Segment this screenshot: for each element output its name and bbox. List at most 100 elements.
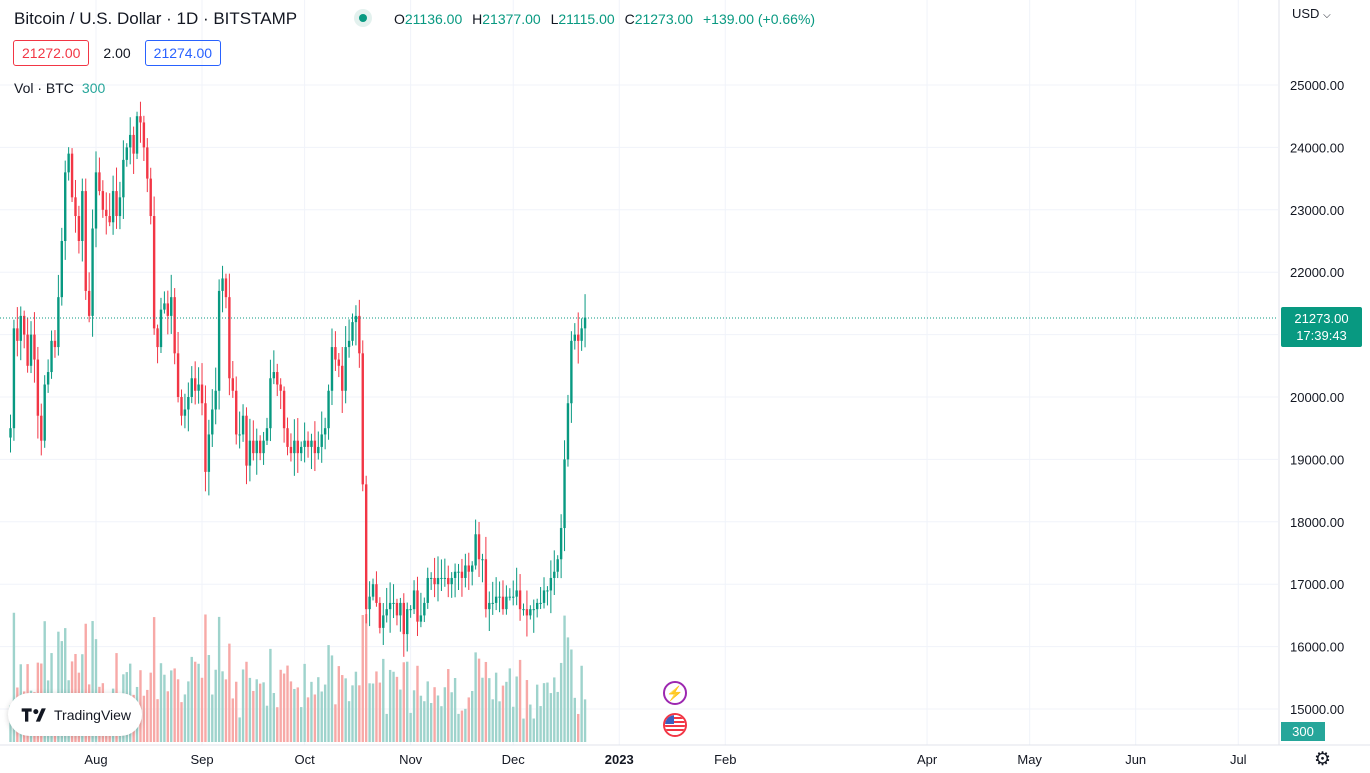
volume-bar <box>91 621 94 742</box>
candle-body <box>494 596 498 603</box>
volume-bar <box>453 678 457 742</box>
candle-body <box>265 428 269 441</box>
volume-bar <box>412 690 416 742</box>
candle-body <box>197 384 200 391</box>
candle-body <box>156 328 159 348</box>
volume-bar <box>399 689 402 742</box>
candle-body <box>252 440 255 454</box>
volume-bar <box>293 688 296 742</box>
candle-body <box>193 378 197 391</box>
volume-value: 300 <box>81 80 106 96</box>
time-tick-label: Sep <box>190 752 213 767</box>
time-tick-label: Nov <box>399 752 423 767</box>
volume-bar <box>235 681 238 742</box>
candle-body <box>12 328 16 429</box>
candle-body <box>327 390 330 429</box>
volume-bar <box>320 691 323 742</box>
candle-body <box>577 334 580 341</box>
candle-body <box>416 590 419 622</box>
volume-bar <box>406 661 409 742</box>
volume-bar <box>440 706 443 742</box>
volume-bar <box>494 672 498 742</box>
sell-price-button[interactable]: 21272.00 <box>13 40 90 66</box>
volume-bar <box>12 612 16 742</box>
volume-bar <box>433 687 436 742</box>
candle-body <box>505 596 508 610</box>
candle-body <box>354 315 358 323</box>
volume-bar <box>341 675 344 742</box>
volume-bar <box>515 676 518 742</box>
volume-bar <box>508 668 512 742</box>
price-axis-labels[interactable]: 15000.00 16000.00 17000.00 18000.00 19000.00… <box>1290 78 1344 717</box>
volume-bar <box>173 668 176 742</box>
candle-body <box>364 484 368 610</box>
symbol-title[interactable]: Bitcoin / U.S. Dollar · 1D · BITSTAMP <box>14 9 298 28</box>
volume-bar <box>559 662 563 742</box>
candle-body <box>159 309 163 348</box>
tradingview-logo-text: TradingView <box>54 706 132 723</box>
volume-bar <box>204 614 207 742</box>
candle-body <box>546 590 549 592</box>
candle-body <box>388 602 392 610</box>
ohlc-change: +139.00 (+0.66%) <box>703 11 816 27</box>
candle-body <box>105 209 108 217</box>
candle-body <box>262 440 265 454</box>
candle-body <box>406 609 409 635</box>
candle-body <box>580 328 583 341</box>
volume-bar <box>488 678 491 742</box>
lightning-icon[interactable]: ⚡ <box>663 681 687 705</box>
volume-bar <box>364 614 368 742</box>
candle-body <box>258 440 262 454</box>
market-status-icon[interactable] <box>354 9 372 27</box>
candle-body <box>29 334 33 366</box>
volume-bar <box>529 704 532 742</box>
candle-body <box>289 446 293 454</box>
volume-bar <box>323 684 327 742</box>
tradingview-logo[interactable]: TradingView <box>8 693 142 736</box>
time-tick-label: Jun <box>1125 752 1146 767</box>
volume-bar <box>392 671 395 742</box>
price-tick-label: 20000.00 <box>1290 390 1344 405</box>
volume-bar <box>443 687 447 742</box>
candle-body <box>74 197 77 217</box>
volume-bar <box>279 669 282 742</box>
volume-bar <box>334 704 337 742</box>
candle-body <box>347 340 351 348</box>
candle-body <box>573 334 576 341</box>
candle-body <box>303 440 306 447</box>
volume-bar <box>156 699 159 742</box>
volume-bar <box>313 694 317 742</box>
candle-body <box>43 384 46 441</box>
candle-body <box>361 353 364 485</box>
volume-bar <box>211 694 214 742</box>
candle-body <box>166 303 170 316</box>
candle-body <box>9 428 12 438</box>
volume-legend[interactable]: Vol · BTC 300 <box>14 80 105 96</box>
candle-body <box>488 602 491 610</box>
candle-body <box>180 397 183 416</box>
candle-body <box>542 590 546 603</box>
volume-bar <box>289 681 293 742</box>
candle-body <box>313 440 317 454</box>
volume-bar <box>300 707 303 742</box>
candle-body <box>22 315 26 335</box>
candle-body <box>532 609 535 611</box>
candle-body <box>152 216 156 329</box>
volume-bar <box>228 643 231 742</box>
volume-bar <box>159 663 163 742</box>
candle-body <box>111 191 115 223</box>
ohlc-open: O21136.00 <box>394 11 463 27</box>
us-flag-icon[interactable] <box>663 713 687 737</box>
currency-selector[interactable]: USD ⌵ <box>1292 6 1331 21</box>
candle-body <box>217 290 221 391</box>
time-axis-labels[interactable]: Aug Sep Oct Nov Dec 2023 Feb Apr May Jun Jul <box>84 752 1246 767</box>
buy-price-button[interactable]: 21274.00 <box>144 40 222 66</box>
candle-body <box>447 577 450 585</box>
candle-body <box>53 340 57 348</box>
volume-bar <box>149 672 152 742</box>
candle-body <box>563 459 566 529</box>
candle-body <box>118 197 122 217</box>
candle-body <box>450 577 453 585</box>
gear-icon[interactable]: ⚙ <box>1314 749 1332 770</box>
